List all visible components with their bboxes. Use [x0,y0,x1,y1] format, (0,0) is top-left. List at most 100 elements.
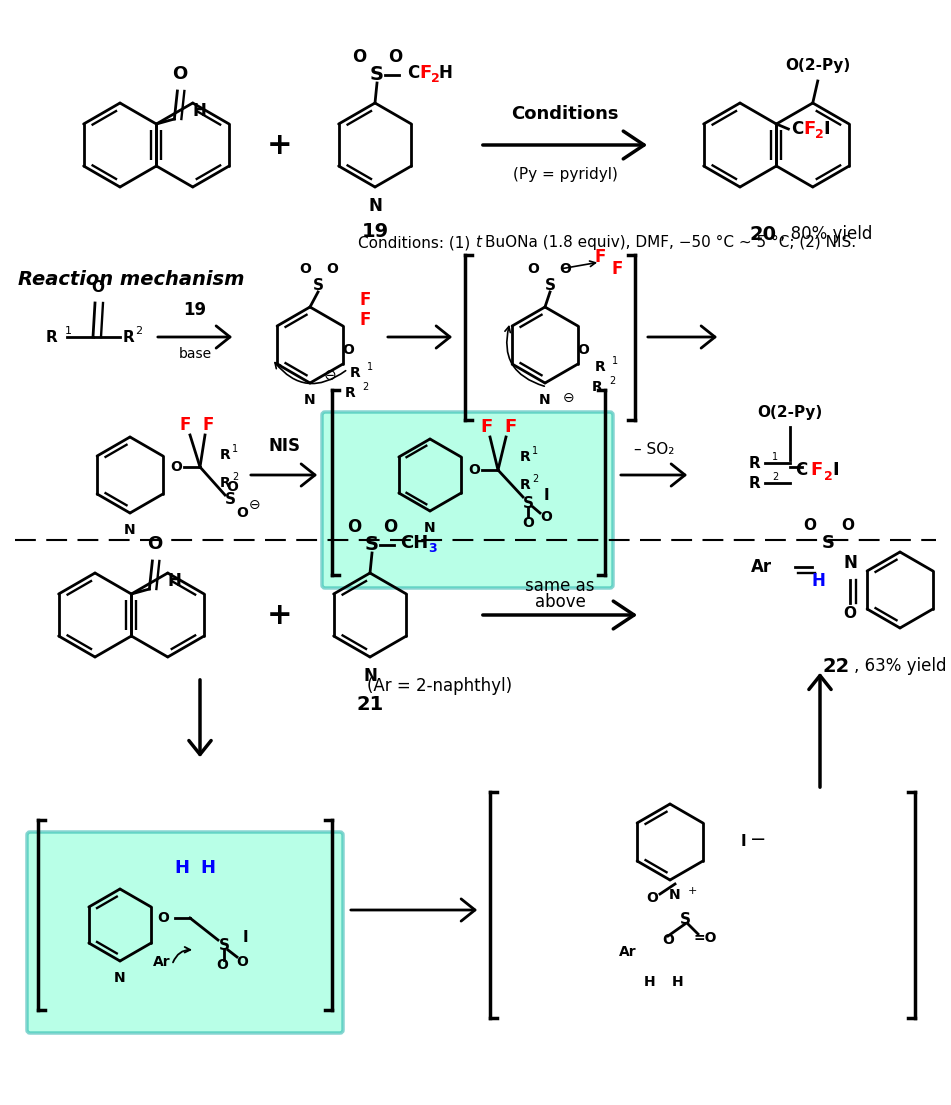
Text: +: + [267,130,293,159]
Text: O: O [804,517,817,533]
Text: Reaction mechanism: Reaction mechanism [18,270,244,290]
Text: R: R [594,360,606,373]
Text: Ar: Ar [619,945,637,959]
Text: 2: 2 [362,382,368,392]
Text: NIS: NIS [268,436,300,455]
Text: O: O [236,506,248,520]
Text: (Ar = 2-naphthyl): (Ar = 2-naphthyl) [367,677,513,695]
Text: 1: 1 [532,446,538,456]
Text: 19: 19 [361,222,389,241]
Text: H: H [192,102,206,120]
Text: S: S [313,277,323,293]
Text: O(2-Py): O(2-Py) [786,57,850,73]
Text: S: S [219,938,229,954]
Text: base: base [179,347,211,361]
Text: ⊖: ⊖ [249,498,261,512]
Text: H: H [174,859,189,877]
Text: +: + [267,600,293,630]
Text: O: O [216,958,228,972]
FancyBboxPatch shape [27,832,343,1033]
Text: Conditions: Conditions [512,105,619,123]
Text: S: S [365,536,379,555]
Text: O: O [468,463,480,477]
Text: 1: 1 [612,356,618,366]
Text: H: H [672,975,684,989]
Text: Conditions: (1): Conditions: (1) [358,235,475,250]
Text: R: R [220,448,231,462]
Text: 1: 1 [367,362,373,372]
Text: O: O [842,517,855,533]
Text: O: O [522,516,534,530]
Text: O(2-Py): O(2-Py) [757,406,823,420]
Text: F: F [804,120,816,138]
Text: S: S [680,913,690,927]
Text: BuONa (1.8 equiv), DMF, −50 °C ~ 5 °C; (2) NIS.: BuONa (1.8 equiv), DMF, −50 °C ~ 5 °C; (… [485,235,856,250]
Text: F: F [203,415,214,434]
Text: 2: 2 [609,376,615,386]
Text: N: N [424,520,436,535]
Text: O: O [172,65,187,83]
Text: 19: 19 [184,301,206,319]
Text: O: O [299,262,311,276]
Text: t: t [475,235,481,250]
Text: S: S [545,277,555,293]
Text: F: F [611,260,623,278]
Text: R: R [220,476,231,490]
Text: R: R [46,329,57,345]
Text: I: I [740,834,746,850]
Text: Ar: Ar [751,558,772,576]
Text: I: I [832,461,839,478]
Text: O: O [342,343,354,357]
Text: 1: 1 [772,452,778,462]
Text: O: O [352,48,366,66]
Text: O: O [540,511,552,524]
Text: H: H [167,572,182,590]
Text: O: O [559,262,571,276]
Text: O: O [646,891,658,905]
Text: I: I [543,487,549,503]
Text: F: F [180,415,191,434]
Text: R: R [123,329,135,345]
Text: 2: 2 [824,470,833,483]
Text: above: above [534,593,586,611]
Text: 2: 2 [815,128,825,141]
Text: R: R [592,380,602,394]
Text: F: F [810,461,823,478]
Text: O: O [844,606,857,621]
FancyBboxPatch shape [322,412,613,588]
Text: O: O [157,911,169,925]
Text: O: O [146,535,162,552]
Text: I: I [243,930,248,946]
Text: R: R [350,366,360,380]
Text: S: S [224,493,236,507]
Text: O: O [662,933,674,947]
Text: R: R [344,386,356,400]
Text: Ar: Ar [153,955,171,969]
Text: O: O [527,262,539,276]
Text: N: N [125,523,136,537]
Text: O: O [91,280,105,295]
Text: 3: 3 [428,543,437,556]
Text: R: R [748,455,760,471]
Text: 2: 2 [431,73,439,85]
Text: same as: same as [525,577,594,594]
Text: O: O [170,460,182,474]
Text: R: R [748,475,760,491]
Text: 1: 1 [232,444,238,454]
Text: 21: 21 [357,695,383,714]
Text: N: N [114,971,126,985]
Text: N: N [368,197,382,215]
Text: N: N [844,554,857,572]
Text: =O: =O [693,932,717,945]
Text: O: O [326,262,338,276]
Text: H: H [439,64,453,82]
Text: – SO₂: – SO₂ [633,442,674,457]
Text: N: N [670,888,681,902]
Text: O: O [383,518,398,536]
Text: 2: 2 [772,472,778,482]
Text: C: C [795,461,807,478]
Text: H: H [811,572,825,590]
Text: O: O [388,48,402,66]
Text: ⊖: ⊖ [563,391,574,406]
Text: O: O [347,518,361,536]
